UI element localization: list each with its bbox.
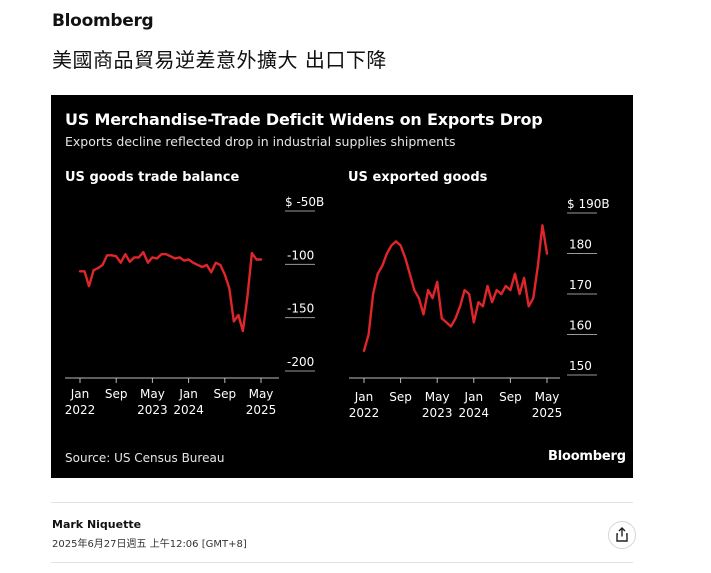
x-tick-year-label: 2025 [246, 403, 277, 417]
y-tick-label: 180 [569, 238, 592, 252]
divider-top [51, 502, 633, 503]
y-tick-label: 160 [569, 319, 592, 333]
x-tick-year-label: 2022 [65, 403, 96, 417]
x-tick-label: May [535, 390, 560, 404]
chart-card: US Merchandise-Trade Deficit Widens on E… [51, 95, 633, 478]
x-tick-label: Sep [389, 390, 412, 404]
x-tick-year-label: 2022 [349, 406, 380, 420]
source-note: Source: US Census Bureau [65, 451, 225, 465]
share-icon [616, 527, 628, 542]
exports-line [362, 224, 549, 353]
x-tick-label: Jan [354, 390, 374, 404]
y-tick-label: $ -50B [285, 195, 324, 209]
x-tick-year-label: 2024 [459, 406, 490, 420]
y-tick-label: -100 [287, 248, 314, 262]
trade-balance-line [78, 250, 263, 333]
y-tick-label: 150 [569, 359, 592, 373]
x-tick-label: Jan [464, 390, 484, 404]
chart-title: US Merchandise-Trade Deficit Widens on E… [65, 110, 543, 129]
x-tick-label: May [140, 387, 165, 401]
x-tick-label: Sep [213, 387, 236, 401]
y-tick-label: 170 [569, 278, 592, 292]
x-tick-year-label: 2023 [422, 406, 453, 420]
x-tick-label: Jan [70, 387, 90, 401]
card-bloomberg-logo: Bloomberg [548, 449, 626, 464]
author-name[interactable]: Mark Niquette [52, 518, 142, 531]
share-button[interactable] [608, 521, 636, 549]
charts-canvas: Jan 2022 Sep May 2023 Jan 2024 Sep May 2025 $ -50B… [65, 195, 610, 420]
bloomberg-logo[interactable]: Bloomberg [52, 11, 154, 31]
x-tick-year-label: 2025 [532, 406, 563, 420]
divider-bottom [51, 562, 633, 563]
x-tick-year-label: 2024 [173, 403, 204, 417]
x-tick-label: Sep [499, 390, 522, 404]
chart-subtitle: Exports decline reflected drop in indust… [65, 134, 456, 149]
right-panel-title: US exported goods [348, 170, 488, 185]
y-tick-label: -200 [287, 355, 314, 369]
x-tick-label: Sep [105, 387, 128, 401]
left-panel-title: US goods trade balance [65, 170, 240, 185]
article-headline: 美國商品貿易逆差意外擴大 出口下降 [52, 48, 387, 72]
x-tick-year-label: 2023 [137, 403, 168, 417]
publish-date: 2025年6月27日週五 上午12:06 [GMT+8] [52, 539, 247, 550]
y-tick-label: -150 [287, 302, 314, 316]
x-tick-label: May [425, 390, 450, 404]
x-tick-label: Jan [178, 387, 198, 401]
y-tick-label: $ 190B [567, 197, 610, 211]
x-tick-label: May [249, 387, 274, 401]
